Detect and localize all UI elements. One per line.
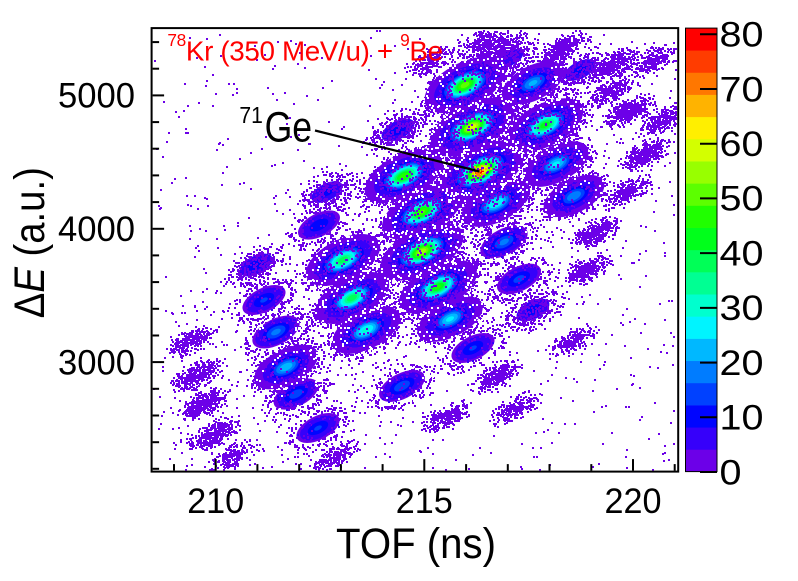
- svg-text:210: 210: [187, 482, 244, 521]
- svg-text:71: 71: [239, 102, 263, 128]
- svg-text:5000: 5000: [58, 77, 135, 116]
- svg-text:70: 70: [720, 70, 764, 109]
- svg-text:50: 50: [720, 180, 764, 219]
- svg-text:ΔE (a.u.): ΔE (a.u.): [6, 167, 54, 318]
- svg-text:4000: 4000: [58, 210, 135, 249]
- svg-text:80: 80: [720, 16, 764, 55]
- svg-text:20: 20: [720, 344, 764, 383]
- svg-text:10: 10: [720, 399, 764, 438]
- svg-text:TOF (ns): TOF (ns): [336, 520, 496, 568]
- svg-text:Ge: Ge: [265, 103, 313, 151]
- svg-text:60: 60: [720, 125, 764, 164]
- svg-text:220: 220: [605, 482, 662, 521]
- svg-text:0: 0: [720, 453, 742, 492]
- svg-text:3000: 3000: [58, 343, 135, 382]
- svg-text:40: 40: [720, 234, 764, 273]
- svg-text:78Kr (350 MeV/u) + 9Be: 78Kr (350 MeV/u) + 9Be: [167, 30, 442, 67]
- svg-text:30: 30: [720, 289, 764, 328]
- svg-text:215: 215: [396, 482, 453, 521]
